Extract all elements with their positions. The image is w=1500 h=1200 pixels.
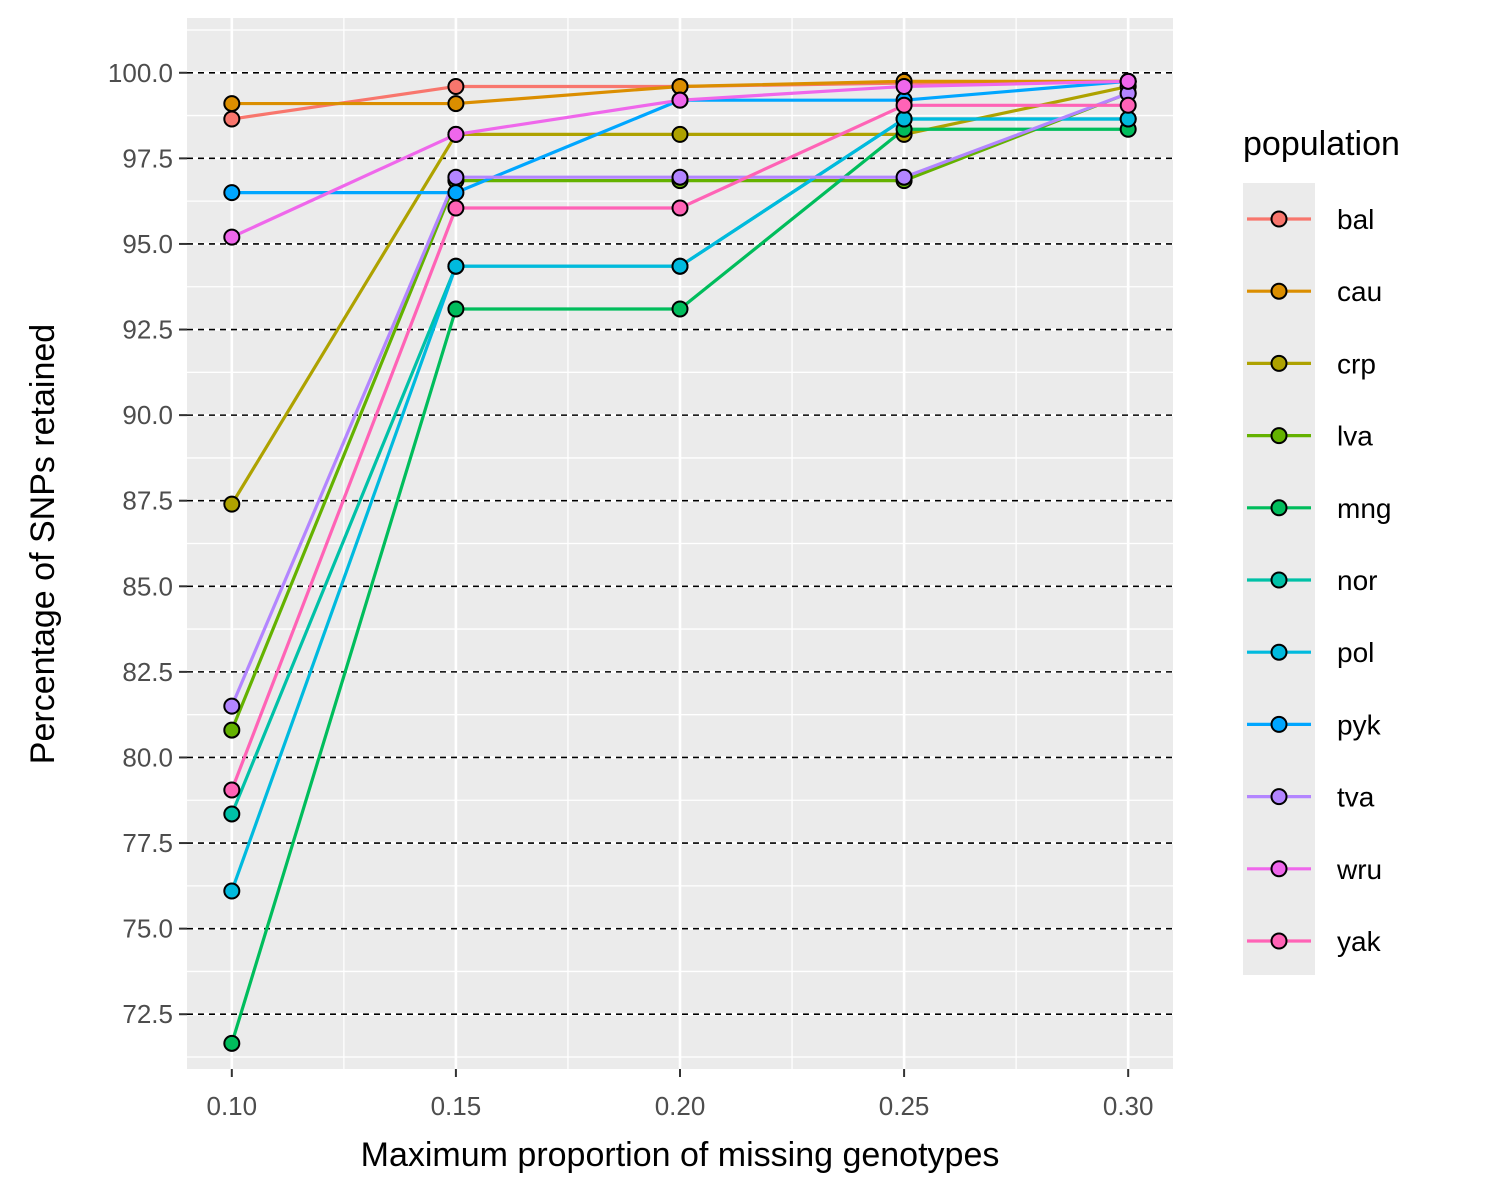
x-tick-label: 0.25: [879, 1091, 930, 1121]
data-point-pol: [671, 257, 689, 275]
data-point-pol: [447, 257, 465, 275]
legend-label-pyk: pyk: [1337, 709, 1382, 740]
y-tick-label: 100.0: [108, 58, 173, 88]
legend: population bal cau crp lva mng nor pol pyk tva wr…: [1243, 125, 1400, 975]
data-point-wru: [1119, 72, 1137, 90]
data-point-nor: [223, 805, 241, 823]
legend-label-wru: wru: [1336, 854, 1382, 885]
y-tick-label: 75.0: [122, 914, 173, 944]
legend-label-yak: yak: [1337, 926, 1382, 957]
data-point-wru: [223, 228, 241, 246]
legend-label-bal: bal: [1337, 204, 1374, 235]
data-point-tva: [223, 697, 241, 715]
legend-label-nor: nor: [1337, 565, 1377, 596]
data-point-mng: [223, 1034, 241, 1052]
y-tick-label: 87.5: [122, 486, 173, 516]
series-points: [223, 72, 1137, 1052]
data-point-yak: [1119, 96, 1137, 114]
data-point-yak: [223, 781, 241, 799]
legend-label-tva: tva: [1337, 782, 1375, 813]
y-tick-label: 92.5: [122, 315, 173, 345]
x-tick-label: 0.10: [207, 1091, 258, 1121]
legend-key-point-crp: [1270, 354, 1288, 372]
x-tick-label: 0.15: [431, 1091, 482, 1121]
data-point-wru: [671, 91, 689, 109]
data-point-cau: [447, 95, 465, 113]
legend-key-point-wru: [1270, 860, 1288, 878]
data-point-pyk: [223, 184, 241, 202]
data-point-yak: [447, 199, 465, 217]
x-axis-title: Maximum proportion of missing genotypes: [361, 1136, 1000, 1174]
x-tick-label: 0.30: [1103, 1091, 1154, 1121]
data-point-bal: [447, 77, 465, 95]
y-tick-label: 80.0: [122, 742, 173, 772]
y-axis-title: Percentage of SNPs retained: [24, 324, 62, 764]
x-tick-label: 0.20: [655, 1091, 706, 1121]
y-tick-label: 97.5: [122, 143, 173, 173]
legend-key-point-pol: [1270, 643, 1288, 661]
legend-key-point-mng: [1270, 499, 1288, 517]
legend-key-point-yak: [1270, 932, 1288, 950]
data-point-bal: [223, 110, 241, 128]
legend-key-point-cau: [1270, 282, 1288, 300]
legend-label-pol: pol: [1337, 637, 1374, 668]
y-axis: 72.5 75.0 77.5 80.0 82.5 85.0 87.5 90.0 92.5 95.0…: [108, 58, 187, 1029]
y-tick-label: 90.0: [122, 400, 173, 430]
data-point-pyk: [447, 184, 465, 202]
data-point-yak: [671, 199, 689, 217]
data-point-tva: [447, 168, 465, 186]
legend-key-point-pyk: [1270, 715, 1288, 733]
y-tick-label: 85.0: [122, 571, 173, 601]
y-tick-label: 72.5: [122, 999, 173, 1029]
y-tick-label: 82.5: [122, 657, 173, 687]
data-point-pol: [223, 882, 241, 900]
data-point-yak: [895, 96, 913, 114]
legend-label-mng: mng: [1337, 493, 1391, 524]
data-point-mng: [671, 300, 689, 318]
data-point-lva: [223, 721, 241, 739]
data-point-crp: [671, 125, 689, 143]
legend-title: population: [1243, 125, 1400, 163]
data-point-crp: [223, 495, 241, 513]
legend-label-lva: lva: [1337, 421, 1373, 452]
data-point-wru: [895, 77, 913, 95]
y-tick-label: 77.5: [122, 828, 173, 858]
legend-key-point-lva: [1270, 427, 1288, 445]
legend-key-point-nor: [1270, 571, 1288, 589]
x-axis: 0.10 0.15 0.20 0.25 0.30: [207, 1069, 1154, 1121]
data-point-tva: [895, 168, 913, 186]
data-point-wru: [447, 125, 465, 143]
y-tick-label: 95.0: [122, 229, 173, 259]
data-point-cau: [223, 95, 241, 113]
legend-key-point-tva: [1270, 788, 1288, 806]
legend-key-point-bal: [1270, 210, 1288, 228]
data-point-tva: [671, 168, 689, 186]
legend-label-cau: cau: [1337, 276, 1382, 307]
legend-label-crp: crp: [1337, 348, 1376, 379]
data-point-mng: [447, 300, 465, 318]
